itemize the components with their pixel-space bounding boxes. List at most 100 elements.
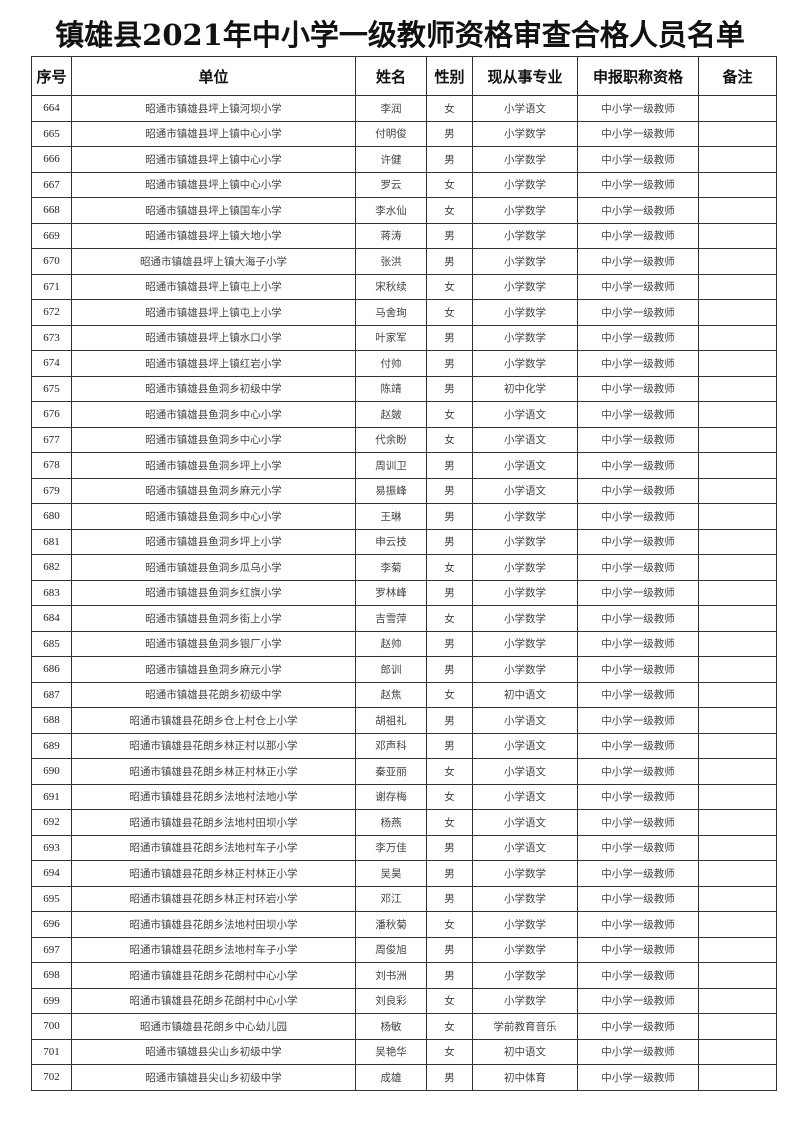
unit-cell: 昭通市镇雄县鱼洞乡初级中学 — [71, 375, 356, 402]
qualification-cell: 中小学一级教师 — [577, 426, 699, 453]
qualification-cell: 中小学一级教师 — [577, 375, 699, 402]
qualification-cell: 中小学一级教师 — [577, 554, 699, 581]
qualification-cell: 中小学一级教师 — [577, 401, 699, 428]
serial-cell: 681 — [31, 528, 72, 555]
unit-cell: 昭通市镇雄县鱼洞乡红旗小学 — [71, 579, 356, 606]
unit-cell: 昭通市镇雄县花朗乡仓上村仓上小学 — [71, 707, 356, 734]
qualification-cell: 中小学一级教师 — [577, 630, 699, 657]
qualification-cell: 中小学一级教师 — [577, 503, 699, 530]
remarks-cell — [698, 605, 777, 632]
unit-cell: 昭通市镇雄县花朗乡中心幼儿园 — [71, 1013, 356, 1040]
serial-cell: 666 — [31, 146, 72, 173]
unit-cell: 昭通市镇雄县鱼洞乡街上小学 — [71, 605, 356, 632]
table-row: 695 昭通市镇雄县花朗乡林正村环岩小学 邓江男小学数学 中小学一级教师 — [31, 885, 777, 912]
serial-cell: 680 — [31, 503, 72, 530]
gender-cell: 女 — [426, 987, 473, 1014]
serial-cell: 682 — [31, 554, 72, 581]
gender-cell: 男 — [426, 860, 473, 887]
table-row: 670 昭通市镇雄县坪上镇大海子小学 张洪男小学数学 中小学一级教师 — [31, 248, 777, 275]
table-row: 699 昭通市镇雄县花朗乡花朗村中心小学 刘良彩女小学数学 中小学一级教师 — [31, 987, 777, 1014]
table-row: 674 昭通市镇雄县坪上镇红岩小学 付帅男小学数学 中小学一级教师 — [31, 350, 777, 377]
gender-cell: 男 — [426, 834, 473, 861]
qualification-cell: 中小学一级教师 — [577, 350, 699, 377]
gender-cell: 男 — [426, 885, 473, 912]
name-cell: 付明俊 — [355, 120, 427, 147]
remarks-cell — [698, 732, 777, 759]
serial-cell: 674 — [31, 350, 72, 377]
major-cell: 小学数学 — [472, 273, 578, 300]
unit-cell: 昭通市镇雄县鱼洞乡中心小学 — [71, 426, 356, 453]
unit-cell: 昭通市镇雄县坪上镇中心小学 — [71, 120, 356, 147]
qualification-cell: 中小学一级教师 — [577, 248, 699, 275]
unit-cell: 昭通市镇雄县坪上镇水口小学 — [71, 324, 356, 351]
gender-cell: 女 — [426, 95, 473, 122]
remarks-cell — [698, 324, 777, 351]
serial-cell: 679 — [31, 477, 72, 504]
remarks-cell — [698, 758, 777, 785]
serial-cell: 694 — [31, 860, 72, 887]
table-header-row: 序号 单位 姓名 性别 现从事专业 申报职称资格 备注 — [31, 56, 777, 96]
unit-cell: 昭通市镇雄县鱼洞乡麻元小学 — [71, 656, 356, 683]
gender-cell: 女 — [426, 401, 473, 428]
name-cell: 罗林峰 — [355, 579, 427, 606]
name-cell: 申云技 — [355, 528, 427, 555]
major-cell: 小学数学 — [472, 605, 578, 632]
gender-cell: 女 — [426, 783, 473, 810]
table-row: 688 昭通市镇雄县花朗乡仓上村仓上小学 胡祖礼男小学语文 中小学一级教师 — [31, 707, 777, 734]
qualification-cell: 中小学一级教师 — [577, 732, 699, 759]
serial-cell: 683 — [31, 579, 72, 606]
remarks-cell — [698, 528, 777, 555]
name-cell: 郎训 — [355, 656, 427, 683]
unit-cell: 昭通市镇雄县坪上镇中心小学 — [71, 146, 356, 173]
table-row: 669 昭通市镇雄县坪上镇大地小学 蒋涛男小学数学 中小学一级教师 — [31, 222, 777, 249]
qualification-cell: 中小学一级教师 — [577, 95, 699, 122]
major-cell: 小学语文 — [472, 834, 578, 861]
gender-cell: 男 — [426, 120, 473, 147]
qualification-cell: 中小学一级教师 — [577, 171, 699, 198]
table-row: 682 昭通市镇雄县鱼洞乡瓜乌小学 李菊女小学数学 中小学一级教师 — [31, 554, 777, 581]
qualification-cell: 中小学一级教师 — [577, 1013, 699, 1040]
name-cell: 杨敏 — [355, 1013, 427, 1040]
serial-cell: 701 — [31, 1038, 72, 1065]
gender-cell: 女 — [426, 197, 473, 224]
gender-cell: 男 — [426, 707, 473, 734]
qualification-cell: 中小学一级教师 — [577, 911, 699, 938]
qualification-cell: 中小学一级教师 — [577, 146, 699, 173]
serial-cell: 685 — [31, 630, 72, 657]
serial-cell: 684 — [31, 605, 72, 632]
remarks-cell — [698, 681, 777, 708]
name-cell: 张洪 — [355, 248, 427, 275]
qualification-cell: 中小学一级教师 — [577, 936, 699, 963]
remarks-cell — [698, 95, 777, 122]
unit-cell: 昭通市镇雄县鱼洞乡中心小学 — [71, 401, 356, 428]
name-cell: 赵焦 — [355, 681, 427, 708]
major-cell: 小学数学 — [472, 987, 578, 1014]
unit-cell: 昭通市镇雄县坪上镇屯上小学 — [71, 273, 356, 300]
name-cell: 李润 — [355, 95, 427, 122]
qualification-cell: 中小学一级教师 — [577, 273, 699, 300]
name-cell: 宋秋续 — [355, 273, 427, 300]
major-cell: 小学语文 — [472, 809, 578, 836]
major-cell: 小学语文 — [472, 95, 578, 122]
remarks-cell — [698, 911, 777, 938]
unit-cell: 昭通市镇雄县鱼洞乡瓜乌小学 — [71, 554, 356, 581]
table-row: 675 昭通市镇雄县鱼洞乡初级中学 陈靖男初中化学 中小学一级教师 — [31, 375, 777, 402]
qualification-cell: 中小学一级教师 — [577, 758, 699, 785]
name-cell: 吴昊 — [355, 860, 427, 887]
remarks-cell — [698, 1038, 777, 1065]
remarks-cell — [698, 579, 777, 606]
major-cell: 小学数学 — [472, 554, 578, 581]
name-cell: 成雄 — [355, 1064, 427, 1091]
name-cell: 易振峰 — [355, 477, 427, 504]
unit-cell: 昭通市镇雄县花朗乡花朗村中心小学 — [71, 987, 356, 1014]
major-cell: 小学数学 — [472, 503, 578, 530]
unit-cell: 昭通市镇雄县花朗乡法地村车子小学 — [71, 936, 356, 963]
document-title: 镇雄县2021年中小学一级教师资格审查合格人员名单 — [55, 18, 745, 52]
major-cell: 小学语文 — [472, 758, 578, 785]
unit-cell: 昭通市镇雄县花朗乡林正村林正小学 — [71, 860, 356, 887]
serial-cell: 700 — [31, 1013, 72, 1040]
unit-cell: 昭通市镇雄县鱼洞乡坪上小学 — [71, 528, 356, 555]
gender-cell: 男 — [426, 656, 473, 683]
major-cell: 小学数学 — [472, 656, 578, 683]
remarks-cell — [698, 936, 777, 963]
